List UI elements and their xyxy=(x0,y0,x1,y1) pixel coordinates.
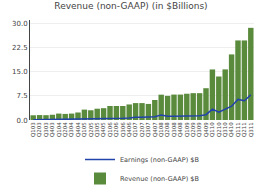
svg-text:Q107: Q107 xyxy=(132,122,138,137)
svg-text:Q110: Q110 xyxy=(209,122,215,137)
svg-text:Q204: Q204 xyxy=(62,122,68,137)
svg-text:Q111: Q111 xyxy=(235,122,241,137)
svg-text:Q208: Q208 xyxy=(164,122,170,137)
svg-text:Q410: Q410 xyxy=(228,122,234,137)
svg-text:Q405: Q405 xyxy=(100,122,106,137)
svg-text:22.5: 22.5 xyxy=(12,44,28,52)
svg-text:Revenue (non-GAAP) $B: Revenue (non-GAAP) $B xyxy=(120,175,199,183)
svg-text:Q210: Q210 xyxy=(216,122,222,137)
svg-text:Q209: Q209 xyxy=(190,122,196,137)
svg-text:Q408: Q408 xyxy=(177,122,183,137)
svg-text:Q211: Q211 xyxy=(241,122,247,137)
svg-text:Q108: Q108 xyxy=(158,122,164,137)
svg-text:Q104: Q104 xyxy=(56,122,62,137)
svg-text:Q203: Q203 xyxy=(36,122,42,137)
svg-text:Q109: Q109 xyxy=(184,122,190,137)
svg-text:Q404: Q404 xyxy=(75,122,81,137)
svg-text:Q306: Q306 xyxy=(120,122,126,137)
svg-text:Q103: Q103 xyxy=(30,122,36,137)
svg-text:7.5: 7.5 xyxy=(16,92,27,100)
svg-text:Q310: Q310 xyxy=(222,122,228,137)
svg-text:Q206: Q206 xyxy=(113,122,119,137)
svg-text:Q307: Q307 xyxy=(145,122,151,137)
svg-text:Q305: Q305 xyxy=(94,122,100,137)
svg-text:Q403: Q403 xyxy=(49,122,55,137)
svg-text:Earnings (non-GAAP) $B: Earnings (non-GAAP) $B xyxy=(120,156,199,164)
svg-text:0.0: 0.0 xyxy=(16,117,27,125)
svg-text:Q207: Q207 xyxy=(139,122,145,137)
svg-text:Q409: Q409 xyxy=(203,122,209,137)
svg-text:Revenue (non-GAAP) (in $Billio: Revenue (non-GAAP) (in $Billions) xyxy=(54,1,207,11)
svg-text:Q407: Q407 xyxy=(152,122,158,137)
svg-text:30.0: 30.0 xyxy=(12,20,28,28)
svg-text:Q309: Q309 xyxy=(196,122,202,137)
svg-text:Q304: Q304 xyxy=(68,122,74,137)
svg-text:Q205: Q205 xyxy=(88,122,94,137)
svg-text:Q106: Q106 xyxy=(107,122,113,137)
svg-text:Q406: Q406 xyxy=(126,122,132,137)
svg-text:Q303: Q303 xyxy=(43,122,49,137)
svg-text:Q308: Q308 xyxy=(171,122,177,137)
svg-text:Q105: Q105 xyxy=(81,122,87,137)
svg-text:15.0: 15.0 xyxy=(12,68,28,76)
svg-text:Q311: Q311 xyxy=(248,122,254,137)
